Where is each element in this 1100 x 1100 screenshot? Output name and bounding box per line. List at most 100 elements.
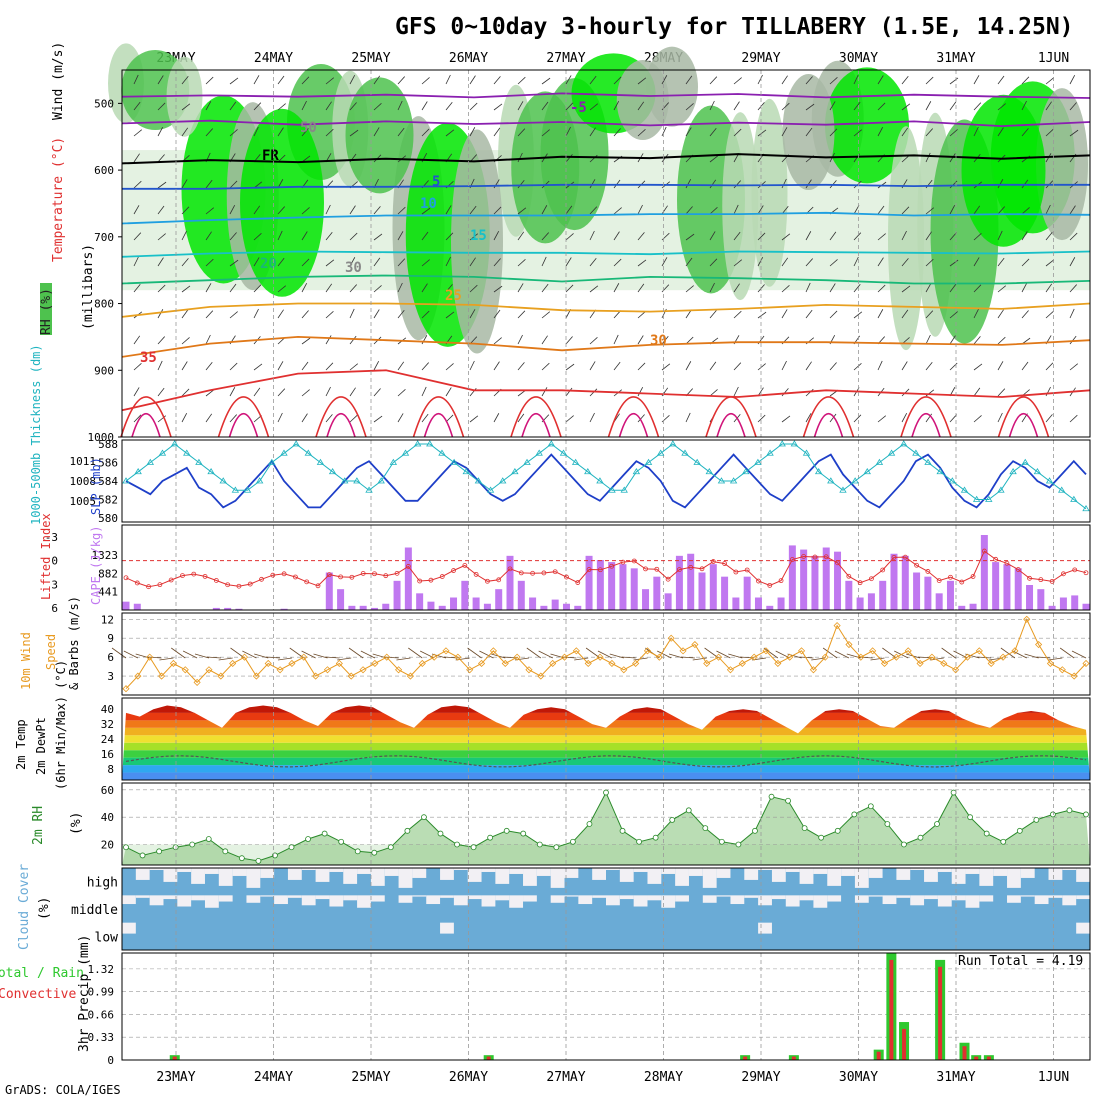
cloud-gap bbox=[329, 895, 344, 907]
lifted-index-line bbox=[125, 550, 1087, 588]
cape-tick-label: 882 bbox=[98, 567, 118, 580]
cloud-gap bbox=[1048, 895, 1063, 898]
wind-barb bbox=[637, 101, 645, 111]
cape-bar bbox=[698, 572, 706, 610]
cloud-gap bbox=[357, 895, 371, 908]
thickness-point bbox=[292, 440, 300, 447]
wind-barb bbox=[517, 207, 527, 215]
wind10m-point bbox=[229, 659, 237, 668]
thickness-point bbox=[900, 440, 908, 447]
cloud-gap bbox=[440, 922, 454, 934]
wind10m-tick-label: 9 bbox=[107, 632, 114, 645]
rh2m-point bbox=[536, 841, 543, 848]
wind-barb bbox=[613, 361, 621, 371]
wind10m-point bbox=[359, 666, 367, 674]
wind-barb bbox=[541, 387, 548, 397]
thickness-point bbox=[632, 467, 641, 475]
date-label: 24MAY bbox=[254, 51, 293, 66]
isotherm-40-arc bbox=[618, 413, 649, 438]
panel-frame bbox=[121, 952, 1091, 1061]
cloud-gap bbox=[1076, 895, 1090, 900]
isotherm-line bbox=[121, 250, 1091, 258]
wind-barb bbox=[229, 283, 237, 293]
lifted-index-point bbox=[609, 563, 615, 569]
date-label: 29MAY bbox=[741, 51, 780, 66]
rh2m-point bbox=[652, 834, 659, 841]
thickness-point bbox=[438, 449, 446, 456]
wind10m-point bbox=[312, 672, 320, 680]
cape-bar bbox=[642, 589, 650, 610]
wind-barb bbox=[613, 128, 621, 137]
cape-bar bbox=[1003, 564, 1011, 610]
wind-barb bbox=[925, 76, 934, 85]
precip-conv-bar bbox=[791, 1056, 796, 1060]
cape-bar bbox=[856, 597, 864, 610]
wind10m-barb bbox=[1036, 656, 1051, 659]
wind-barb bbox=[421, 362, 429, 371]
wind-barb bbox=[349, 284, 357, 293]
panel-frame bbox=[121, 867, 1091, 951]
rh2m-point bbox=[619, 827, 626, 834]
lifted-index-point bbox=[1038, 577, 1044, 583]
wind-barb bbox=[325, 414, 333, 423]
cape-bar bbox=[122, 601, 130, 610]
cloud-gap bbox=[578, 895, 593, 905]
wind-barb bbox=[1069, 205, 1076, 215]
wind-barb bbox=[781, 415, 791, 423]
isotherm-label: -5 bbox=[570, 100, 587, 116]
rh2m-tick-label: 40 bbox=[101, 811, 114, 824]
lifted-index-point bbox=[225, 582, 231, 588]
wind-barb bbox=[229, 129, 238, 137]
cloud-gap bbox=[398, 895, 413, 903]
isotherm-35-arc bbox=[607, 396, 660, 438]
wind-barb bbox=[133, 205, 140, 215]
wind-barb bbox=[853, 311, 863, 319]
cape-bar bbox=[212, 607, 220, 610]
wind-barb bbox=[133, 335, 141, 345]
wind10m-point bbox=[703, 659, 711, 668]
precip-conv-bar bbox=[876, 1051, 881, 1060]
wind-barb bbox=[1069, 102, 1077, 111]
panel-frame bbox=[121, 69, 1091, 438]
lifted-index-point bbox=[597, 567, 603, 573]
thickness-point bbox=[450, 458, 458, 465]
wind10m-barb bbox=[941, 647, 956, 659]
wind-barb bbox=[421, 386, 427, 397]
wind10m-point bbox=[643, 647, 652, 655]
thickness-point bbox=[924, 458, 932, 465]
wind-barb bbox=[133, 232, 142, 241]
thickness-point bbox=[596, 477, 604, 484]
wind-barb bbox=[973, 75, 980, 85]
wind-barb bbox=[1045, 386, 1051, 397]
lifted-index-point bbox=[473, 571, 479, 577]
upper-air-panel: -5 FR 5 10 15 20 25 30 35 50 30 500 600 700 800 900 1000 bbox=[88, 43, 1091, 444]
wind-barb bbox=[853, 256, 859, 267]
cloud-gap bbox=[868, 895, 883, 897]
cape-bar bbox=[450, 597, 458, 610]
wind-barb bbox=[709, 361, 717, 371]
wind-barb bbox=[253, 126, 259, 137]
wind-barb bbox=[853, 101, 861, 111]
wind10m-barb bbox=[123, 650, 139, 659]
isotherm-line bbox=[121, 211, 1091, 225]
rh2m-point bbox=[371, 849, 378, 856]
wind-barb bbox=[517, 76, 526, 85]
lifted-tick-label: 6 bbox=[51, 602, 58, 615]
cloud-gap bbox=[191, 868, 205, 884]
wind-barb bbox=[517, 259, 526, 267]
thickness-point bbox=[1009, 467, 1017, 475]
wind-barb bbox=[517, 413, 525, 423]
cape-bar bbox=[946, 580, 954, 610]
cloud-gap bbox=[716, 895, 731, 897]
date-label: 24MAY bbox=[254, 1070, 293, 1085]
wind-barb bbox=[589, 388, 598, 397]
cloud-gap bbox=[1007, 868, 1021, 888]
rh2m-point bbox=[569, 838, 576, 845]
cloud-gap bbox=[315, 895, 330, 900]
cloud-gap bbox=[163, 895, 178, 900]
wind-barb bbox=[157, 360, 163, 371]
thickness-point bbox=[547, 440, 556, 447]
wind-barb bbox=[301, 231, 308, 241]
precip-conv-bar bbox=[938, 966, 943, 1060]
wind-barb bbox=[637, 335, 644, 345]
